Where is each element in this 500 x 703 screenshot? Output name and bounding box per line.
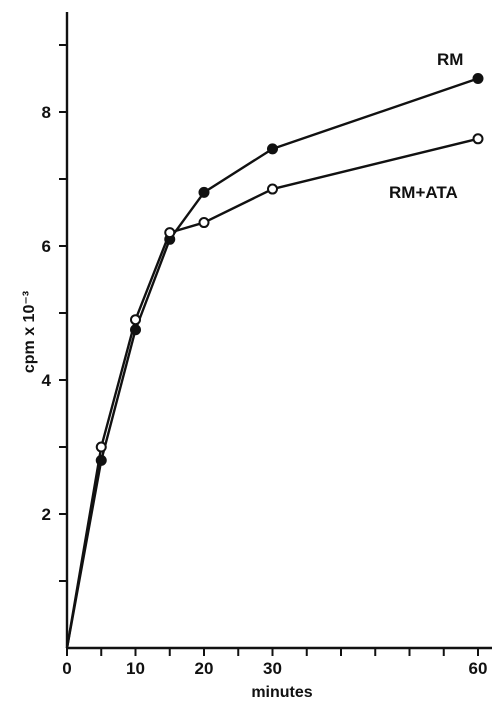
y-axis-title: cpm x 10⁻³ [21,291,38,373]
rm-point-20 [198,186,210,198]
series-line-rm [65,77,479,649]
rm-ata-point-30 [267,183,278,195]
x-tick-label-20: 20 [195,659,214,678]
rm-ata-point-20 [198,217,210,229]
series-layer [65,73,484,649]
labels-layer: minutes cpm x 10⁻³ RM RM+ATA [21,50,463,701]
y-tick-label-6: 6 [42,237,51,256]
series-label-rm: RM [437,50,463,69]
rm-point-60 [472,73,484,84]
rm-ata-point-5 [95,441,107,453]
x-tick-label-60: 60 [469,659,488,678]
x-tick-label-30: 30 [263,659,282,678]
rm-ata-point-10 [130,314,141,326]
rm-ata-point-60 [472,133,484,145]
x-axis-title: minutes [251,684,312,701]
x-tick-label-10: 10 [126,659,145,678]
rm-ata-point-15 [164,227,176,239]
rm-point-30 [267,143,278,155]
y-tick-label-2: 2 [42,505,51,524]
axes: 0 10 20 30 60 2 4 6 8 [42,12,492,678]
series-label-rm-ata: RM+ATA [389,183,458,202]
y-tick-label-4: 4 [42,371,52,390]
series-line-rm-ata [65,137,479,649]
y-tick-label-8: 8 [42,103,51,122]
x-tick-label-0: 0 [62,659,71,678]
